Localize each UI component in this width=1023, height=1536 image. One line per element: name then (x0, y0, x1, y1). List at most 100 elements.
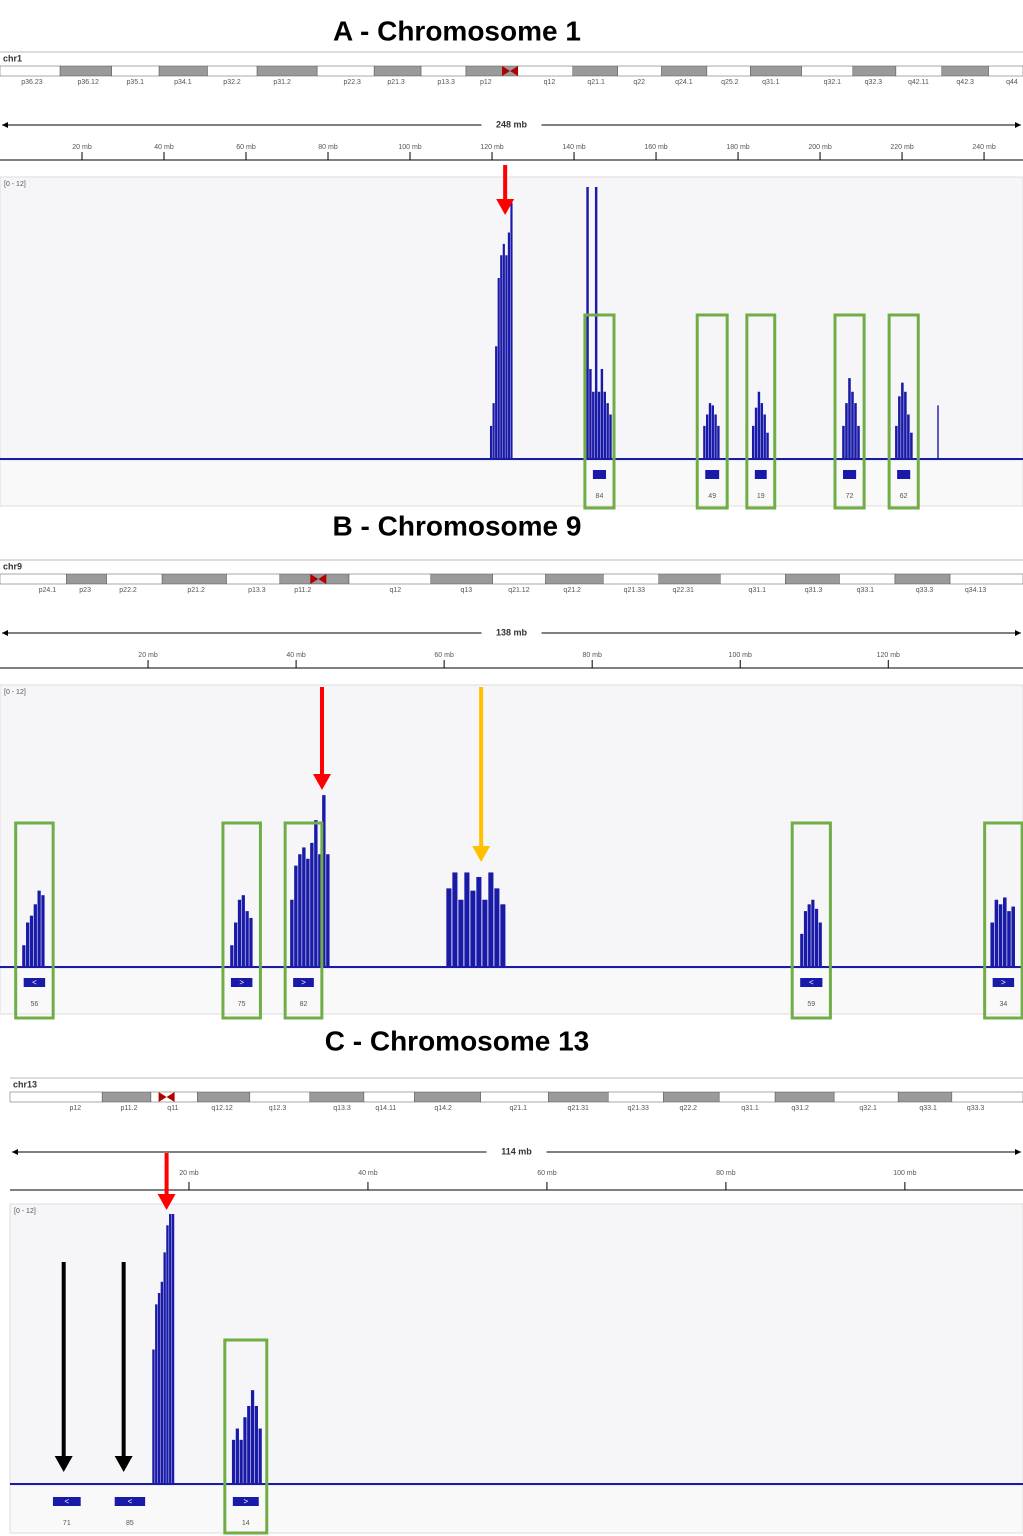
coverage-bar (500, 255, 503, 460)
coverage-bar (751, 425, 755, 460)
coverage-bar (37, 890, 41, 968)
ideogram-band (197, 1091, 251, 1103)
ruler-tick-label: 20 mb (138, 652, 158, 659)
highlight-box (695, 313, 729, 510)
coverage-bar (318, 854, 322, 968)
coverage-bar (510, 202, 513, 461)
band-label: q31.1 (741, 1105, 759, 1112)
band-label: q34.13 (965, 587, 987, 594)
coverage-bar (152, 1349, 155, 1485)
band-label: p12 (69, 1105, 81, 1112)
band-label: q33.1 (857, 587, 875, 594)
feature-strand: < (32, 978, 37, 987)
coverage-bar (807, 904, 811, 968)
ideogram-band (750, 65, 802, 77)
coverage-bar (597, 391, 601, 460)
ideogram-band (658, 573, 721, 585)
arrow-head (54, 1456, 73, 1472)
ideogram-band (951, 1091, 1023, 1103)
coverage-bar (169, 1214, 172, 1485)
ideogram-band (661, 65, 708, 77)
ruler-tick-label: 100 mb (398, 144, 421, 151)
ideogram-band (9, 1091, 103, 1103)
band-label: p23 (79, 587, 91, 594)
coverage-bar (854, 403, 857, 460)
ruler-tick-label: 80 mb (582, 652, 602, 659)
band-label: p22.2 (119, 587, 137, 594)
ruler-tick-label: 60 mb (537, 1170, 557, 1177)
panel-title: B - Chromosome 9 (333, 510, 582, 541)
highlight-box (223, 1338, 269, 1535)
feature-label: 72 (846, 493, 854, 500)
feature-strand: > (243, 1497, 248, 1506)
ruler-tick-label: 40 mb (358, 1170, 378, 1177)
coverage-bar (166, 1225, 169, 1485)
track-bg (9, 1203, 1023, 1486)
coverage-bar (998, 904, 1003, 968)
coverage-bar (452, 872, 458, 968)
ruler-tick-label: 100 mb (893, 1170, 916, 1177)
size-label-bg (486, 1145, 547, 1159)
ideogram-band (801, 65, 854, 77)
band-label: q31.1 (748, 587, 766, 594)
coverage-bar (500, 904, 506, 968)
ideogram-band (894, 573, 951, 585)
band-label: p35.1 (127, 79, 145, 86)
track-bg (0, 684, 1023, 969)
coverage-bar (803, 911, 808, 968)
size-label-bg (481, 118, 542, 132)
panel: B - Chromosome 9 chr9 p24.1 p23 p22.2 p21.2 p1… (0, 510, 1023, 1020)
band-label: q12 (544, 79, 556, 86)
coverage-bar (155, 1304, 158, 1485)
feature-strand: > (1001, 978, 1006, 987)
coverage-bar (254, 1405, 258, 1485)
ideogram-band (0, 65, 61, 77)
feature (754, 470, 767, 479)
coverage-bar (306, 858, 310, 968)
size-label: 248 mb (496, 119, 528, 129)
ideogram-band (207, 65, 258, 77)
ideogram-band (106, 573, 163, 585)
ruler-tick-label: 240 mb (972, 144, 995, 151)
ideogram-band (603, 573, 660, 585)
band-label: q32.1 (824, 79, 842, 86)
coverage-bar (231, 1439, 236, 1485)
coverage-bar (29, 915, 34, 968)
coverage-bar (763, 414, 766, 460)
band-label: p24.1 (39, 587, 57, 594)
coverage-bar (757, 391, 761, 460)
coverage-bar (241, 895, 245, 968)
ruler-tick-label: 120 mb (877, 652, 900, 659)
feature-label: 19 (757, 493, 765, 500)
arrow-head (157, 1194, 176, 1210)
band-label: q32.1 (859, 1105, 877, 1112)
coverage-bar (237, 899, 242, 968)
coverage-bar (705, 414, 709, 460)
coverage-bar (494, 888, 500, 968)
band-label: p36.23 (21, 79, 43, 86)
coverage-bar (326, 854, 330, 968)
highlight-box (745, 313, 777, 510)
arrow-head (114, 1456, 133, 1472)
range-label: [0 - 12] (14, 1208, 36, 1215)
range-label: [0 - 12] (4, 181, 26, 188)
feature-label: 85 (126, 1520, 134, 1527)
feature-strand: > (239, 978, 244, 987)
coverage-bar (848, 378, 851, 460)
chrom-label: chr9 (3, 561, 22, 571)
coverage-bar (1003, 897, 1007, 968)
ideogram-band (663, 1091, 720, 1103)
band-label: q42.11 (908, 79, 929, 86)
ruler-tick-label: 80 mb (318, 144, 338, 151)
band-label: q21.2 (563, 587, 581, 594)
chrom-label: chr13 (13, 1079, 37, 1089)
ideogram-band (256, 65, 318, 77)
coverage-bar (717, 425, 720, 460)
coverage-bar (26, 922, 30, 968)
coverage-bar (314, 820, 318, 968)
ideogram-band (718, 1091, 776, 1103)
ideogram-band (158, 65, 208, 77)
coverage-bar (589, 369, 592, 460)
coverage-bar (446, 888, 452, 968)
